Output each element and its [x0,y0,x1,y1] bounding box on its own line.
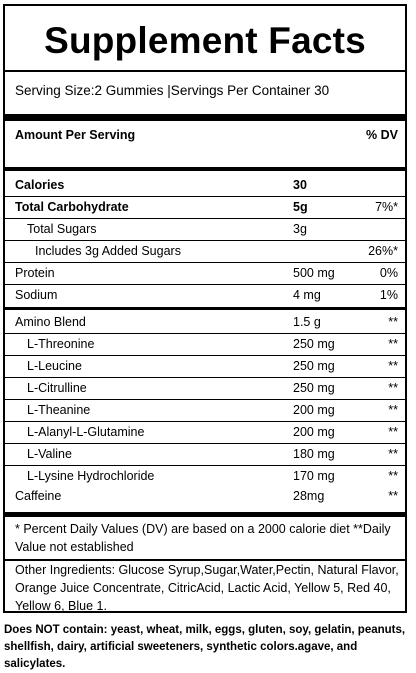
nutrient-dv: 0% [379,266,398,280]
amino-item-label: L-Threonine [27,337,95,351]
amino-item-dv: ** [388,359,398,373]
nutrient-row: Total Sugars 3g [5,219,405,239]
row-divider [5,240,405,241]
row-divider [5,218,405,219]
caffeine-amount: 28mg [293,489,325,503]
calories-amount: 30 [293,178,307,192]
amino-item-amount: 250 mg [293,381,335,395]
row-divider [5,262,405,263]
amino-item-amount: 250 mg [293,359,335,373]
does-not-contain-statement: Does NOT contain: yeast, wheat, milk, eg… [4,624,406,670]
row-divider [5,421,405,422]
nutrient-label: Sodium [15,288,58,302]
amino-item-row: L-Alanyl-L-Glutamine 200 mg ** [5,422,405,442]
amino-item-label: L-Lysine Hydrochloride [27,469,155,483]
amino-item-row: L-Citrulline 250 mg ** [5,378,405,398]
nutrient-label: Protein [15,266,55,280]
thick-divider-bottom [5,512,405,517]
amount-per-serving-label: Amount Per Serving [15,128,136,142]
nutrient-row: Sodium 4 mg 1% [5,285,405,305]
row-divider [5,443,405,444]
thick-divider-header [5,167,405,171]
amino-item-amount: 200 mg [293,403,335,417]
nutrient-label: Total Sugars [27,222,97,236]
nutrient-amount: 500 mg [293,266,335,280]
nutrient-dv: 1% [379,288,398,302]
nutrient-row: Protein 500 mg 0% [5,263,405,283]
amino-item-label: L-Valine [27,447,72,461]
row-divider [5,196,405,197]
nutrient-dv: 26%* [368,244,398,258]
nutrient-label: Includes 3g Added Sugars [35,244,181,258]
amino-item-dv: ** [388,469,398,483]
amino-item-amount: 250 mg [293,337,335,351]
amino-item-row: L-Threonine 250 mg ** [5,334,405,354]
nutrient-row: Total Carbohydrate 5g 7%* [5,197,405,217]
amino-item-amount: 170 mg [293,469,335,483]
amino-item-dv: ** [388,381,398,395]
divider-before-blend [5,307,405,310]
supplement-facts-panel: Supplement Facts Serving Size:2 Gummies … [3,4,407,613]
nutrient-amount: 4 mg [293,288,321,302]
nutrient-label: Total Carbohydrate [15,200,129,214]
row-divider [5,333,405,334]
caffeine-dv: ** [388,489,398,503]
thick-divider-top [5,114,405,121]
amino-item-amount: 200 mg [293,425,335,439]
serving-info: Serving Size:2 Gummies |Servings Per Con… [15,83,330,98]
dv-footnote: * Percent Daily Values (DV) are based on… [15,522,391,554]
calories-label: Calories [15,178,65,192]
amino-item-label: L-Citrulline [27,381,87,395]
amino-blend-amount: 1.5 g [293,315,321,329]
amino-item-label: L-Leucine [27,359,82,373]
amino-blend-row: Amino Blend 1.5 g ** [5,312,405,332]
amino-item-row: L-Leucine 250 mg ** [5,356,405,376]
calories-row: Calories 30 [5,175,405,195]
panel-title: Supplement Facts [44,20,366,61]
row-divider [5,355,405,356]
row-divider [5,399,405,400]
amino-item-dv: ** [388,403,398,417]
caffeine-label: Caffeine [15,489,62,503]
title-divider [5,70,405,72]
amino-item-amount: 180 mg [293,447,335,461]
nutrient-row: Includes 3g Added Sugars 26%* [5,241,405,261]
nutrient-amount: 5g [293,200,308,214]
caffeine-row: Caffeine 28mg ** [5,486,405,506]
amino-item-row: L-Valine 180 mg ** [5,444,405,464]
amino-item-label: L-Theanine [27,403,91,417]
row-divider [5,284,405,285]
row-divider [5,465,405,466]
amino-item-dv: ** [388,337,398,351]
nutrient-dv: 7%* [375,200,398,214]
amino-item-row: L-Theanine 200 mg ** [5,400,405,420]
amino-item-dv: ** [388,425,398,439]
amino-item-row: L-Lysine Hydrochloride 170 mg ** [5,466,405,486]
amino-item-dv: ** [388,447,398,461]
row-divider [5,377,405,378]
dv-column-label: % DV [366,128,398,142]
amino-blend-dv: ** [388,315,398,329]
column-header-row: Amount Per Serving % DV [5,125,405,145]
footnote-divider [5,559,405,561]
amino-item-label: L-Alanyl-L-Glutamine [27,425,145,439]
nutrient-amount: 3g [293,222,307,236]
other-ingredients: Other Ingredients: Glucose Syrup,Sugar,W… [15,563,399,613]
amino-blend-label: Amino Blend [15,315,86,329]
